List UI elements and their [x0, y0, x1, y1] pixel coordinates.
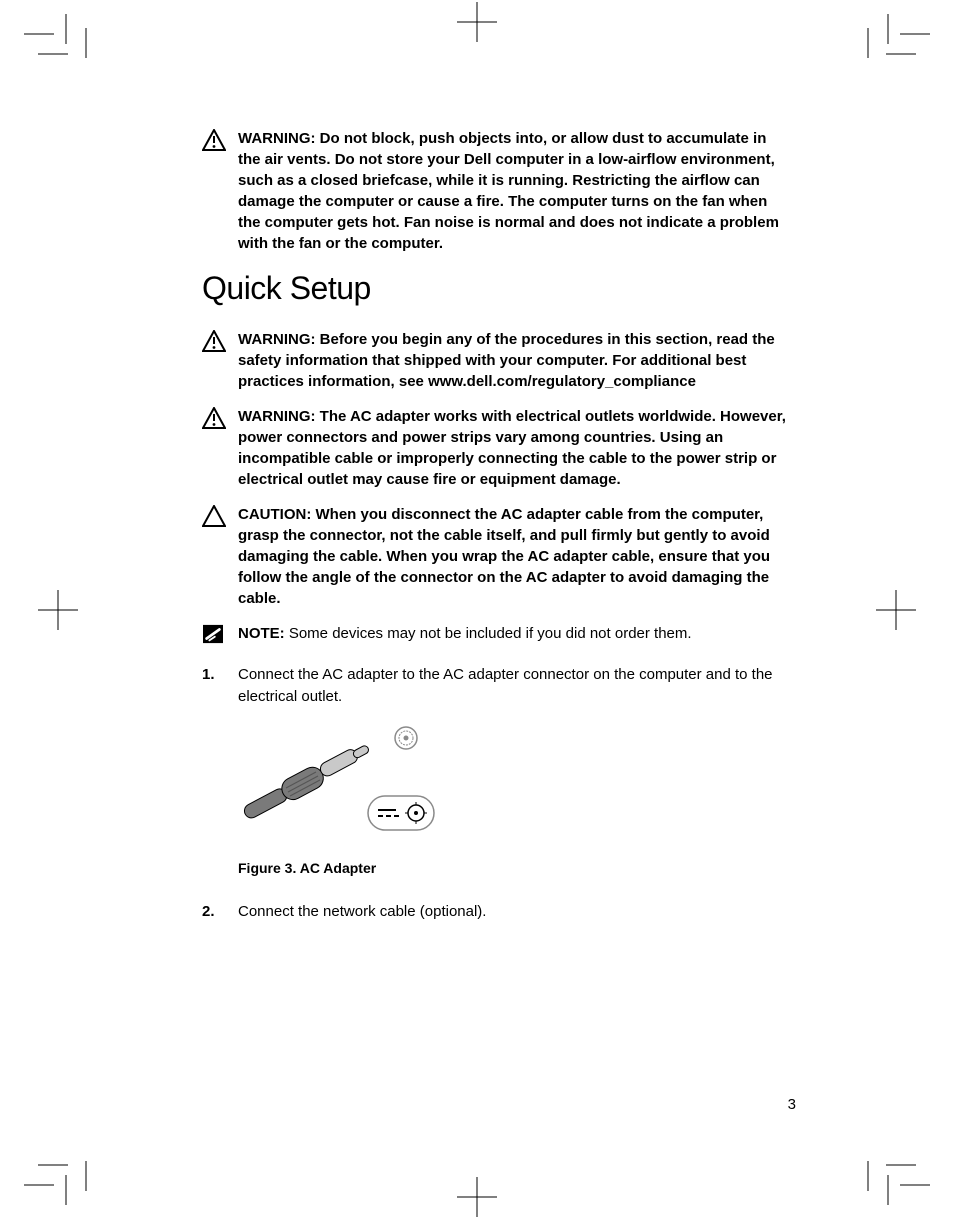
warning-text: WARNING: Before you begin any of the pro… [238, 329, 792, 392]
ac-adapter-illustration [238, 722, 438, 842]
step-1: Connect the AC adapter to the AC adapter… [202, 664, 792, 879]
caution-disconnect: CAUTION: When you disconnect the AC adap… [202, 504, 792, 609]
warning-icon [202, 129, 226, 151]
crop-mark-ml [38, 590, 98, 650]
note-text: NOTE: Some devices may not be included i… [238, 623, 792, 644]
warning-airflow: WARNING: Do not block, push objects into… [202, 128, 792, 254]
note-icon [202, 624, 226, 646]
step-text: Connect the AC adapter to the AC adapter… [238, 666, 773, 705]
step-2: Connect the network cable (optional). [202, 901, 792, 923]
warning-text: WARNING: Do not block, push objects into… [238, 128, 792, 254]
step-text: Connect the network cable (optional). [238, 903, 486, 920]
figure-caption: Figure 3. AC Adapter [238, 858, 792, 878]
warning-ac-adapter: WARNING: The AC adapter works with elect… [202, 406, 792, 490]
page-content: WARNING: Do not block, push objects into… [202, 128, 792, 944]
crop-mark-mr [856, 590, 916, 650]
crop-mark-bl [24, 1135, 94, 1205]
figure-ac-adapter: Figure 3. AC Adapter [238, 722, 792, 879]
page-number: 3 [788, 1096, 796, 1113]
caution-icon [202, 505, 226, 527]
warning-text: WARNING: The AC adapter works with elect… [238, 406, 792, 490]
crop-mark-tl [24, 14, 94, 84]
warning-icon [202, 407, 226, 429]
crop-mark-bc [447, 1159, 507, 1219]
crop-mark-tc [447, 0, 507, 60]
crop-mark-tr [860, 14, 930, 84]
warning-icon [202, 330, 226, 352]
section-heading: Quick Setup [202, 270, 792, 307]
note-devices: NOTE: Some devices may not be included i… [202, 623, 792, 646]
caution-text: CAUTION: When you disconnect the AC adap… [238, 504, 792, 609]
warning-safety-info: WARNING: Before you begin any of the pro… [202, 329, 792, 392]
crop-mark-br [860, 1135, 930, 1205]
steps-list: Connect the AC adapter to the AC adapter… [202, 664, 792, 922]
